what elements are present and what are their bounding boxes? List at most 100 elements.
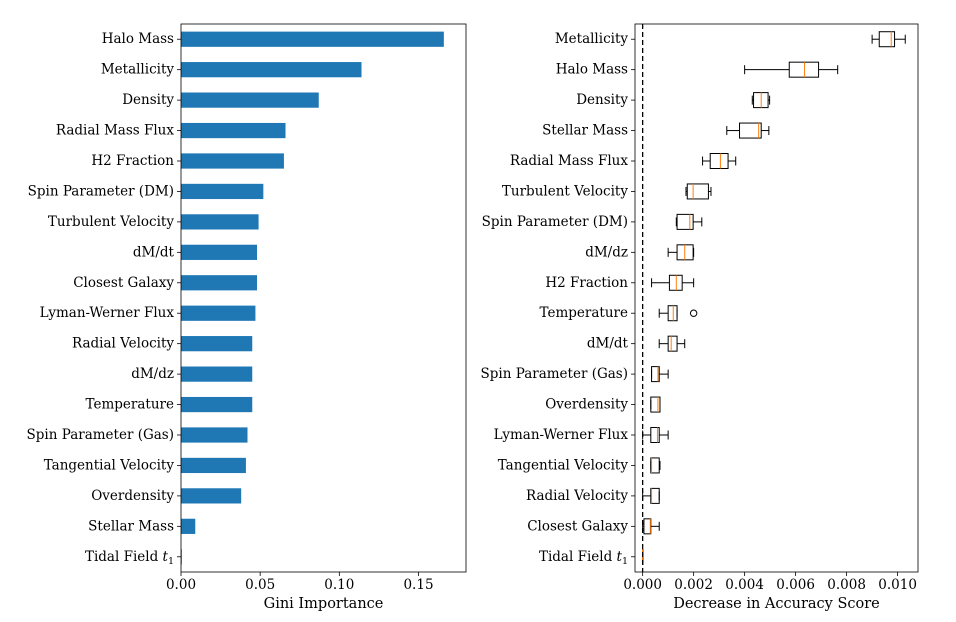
box xyxy=(676,213,694,230)
category-label: Radial Mass Flux xyxy=(56,123,175,139)
box xyxy=(667,335,678,352)
category-label: Spin Parameter (Gas) xyxy=(481,366,628,382)
gini-bar xyxy=(181,183,264,200)
category-label: Metallicity xyxy=(555,31,629,47)
gini-bar xyxy=(181,305,256,321)
x-tick-label: 0.15 xyxy=(403,577,433,593)
x-tick-label: 0.008 xyxy=(827,577,866,593)
category-label: H2 Fraction xyxy=(91,153,174,169)
x-tick-label: 0.004 xyxy=(725,577,764,593)
boxplot xyxy=(650,396,661,413)
category-label: Metallicity xyxy=(101,62,175,78)
boxplot xyxy=(744,61,839,78)
gini-bar xyxy=(181,336,253,352)
boxplot xyxy=(642,518,660,535)
gini-bar xyxy=(181,275,257,291)
category-label: Turbulent Velocity xyxy=(502,183,628,199)
category-label: Radial Mass Flux xyxy=(510,153,629,169)
category-label: Density xyxy=(576,92,628,108)
boxplot xyxy=(642,487,660,504)
box xyxy=(650,487,660,504)
boxplot xyxy=(751,92,771,109)
box xyxy=(709,153,729,169)
category-label: Spin Parameter (Gas) xyxy=(27,427,174,443)
x-axis-title: Gini Importance xyxy=(264,596,384,612)
category-label: Stellar Mass xyxy=(88,518,174,534)
boxplot xyxy=(702,153,737,169)
x-tick-label: 0.000 xyxy=(623,577,662,593)
category-label: Turbulent Velocity xyxy=(48,214,174,230)
category-label: Overdensity xyxy=(91,488,174,504)
accuracy-decrease-chart: Metallicity Halo Mass Density Stellar Mass R… xyxy=(481,23,919,612)
category-label: Temperature xyxy=(86,397,174,413)
boxplot xyxy=(675,213,703,230)
gini-bar xyxy=(181,396,253,413)
x-axis-title: Decrease in Accuracy Score xyxy=(673,596,880,612)
gini-bar xyxy=(181,244,257,260)
boxplot xyxy=(726,122,770,139)
box xyxy=(686,183,709,200)
category-label: Radial Velocity xyxy=(526,488,628,504)
gini-bar xyxy=(181,488,242,504)
gini-bar xyxy=(181,214,259,230)
gini-importance-chart: Halo Mass Metallicity Density Radial Mass F… xyxy=(27,23,467,612)
category-label: Tangential Velocity xyxy=(498,457,629,473)
gini-bar xyxy=(181,62,362,78)
x-tick-label: 0.00 xyxy=(166,577,196,593)
gini-bar xyxy=(181,366,253,382)
box xyxy=(651,366,660,383)
boxplot xyxy=(667,244,695,261)
box xyxy=(788,61,820,78)
boxplot xyxy=(658,335,686,352)
category-label: Lyman-Werner Flux xyxy=(494,427,629,443)
box xyxy=(650,457,660,474)
box xyxy=(650,396,661,413)
category-label: Spin Parameter (DM) xyxy=(28,183,174,199)
box xyxy=(643,518,652,535)
x-tick-label: 0.010 xyxy=(878,577,917,593)
boxplot xyxy=(871,31,906,48)
category-label: Halo Mass xyxy=(556,62,628,78)
boxplot xyxy=(658,305,698,322)
boxplot xyxy=(651,274,695,291)
category-label: dM/dz xyxy=(585,244,628,260)
category-label: dM/dt xyxy=(587,336,629,352)
category-label: Density xyxy=(122,92,174,108)
boxplot xyxy=(685,183,712,200)
category-label: Overdensity xyxy=(545,397,628,413)
outlier-point xyxy=(689,309,698,317)
category-label: H2 Fraction xyxy=(545,275,628,291)
category-label: Spin Parameter (DM) xyxy=(482,214,628,230)
boxplot xyxy=(651,366,669,383)
box xyxy=(650,427,660,443)
gini-bar xyxy=(181,122,286,139)
gini-bar xyxy=(181,92,319,108)
gini-bar xyxy=(181,457,246,474)
boxplot xyxy=(642,427,669,443)
category-label: dM/dz xyxy=(131,366,174,382)
gini-bar xyxy=(181,518,196,534)
gini-bar xyxy=(181,153,284,169)
box xyxy=(667,305,678,322)
boxplot xyxy=(650,457,661,474)
x-tick-label: 0.006 xyxy=(776,577,815,593)
category-label: Halo Mass xyxy=(102,31,174,47)
category-label: Tidal Field t1 xyxy=(85,549,174,567)
category-label: Radial Velocity xyxy=(72,336,174,352)
category-label: Temperature xyxy=(540,305,628,321)
x-tick-label: 0.002 xyxy=(674,577,713,593)
category-label: Tangential Velocity xyxy=(44,457,175,473)
category-label: Tidal Field t1 xyxy=(539,549,628,567)
category-label: Lyman-Werner Flux xyxy=(40,305,175,321)
x-tick-label: 0.10 xyxy=(324,577,354,593)
box xyxy=(739,122,762,139)
box xyxy=(878,31,896,48)
plot-frame xyxy=(180,23,467,573)
plot-frame xyxy=(634,23,919,573)
gini-bar xyxy=(181,31,444,47)
category-label: Closest Galaxy xyxy=(527,518,628,534)
x-tick-label: 0.05 xyxy=(245,577,275,593)
gini-bar xyxy=(181,427,248,443)
category-label: Closest Galaxy xyxy=(73,275,174,291)
